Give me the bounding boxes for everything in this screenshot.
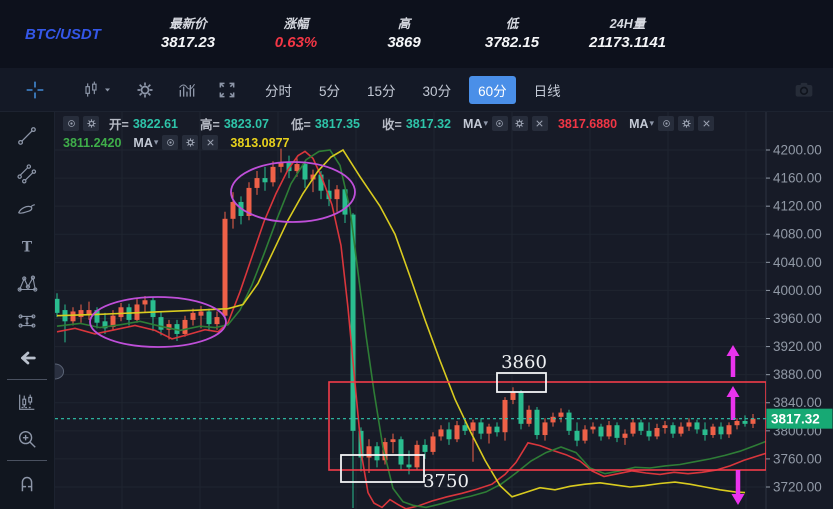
price-axis[interactable]: 4200.00 4160.00 4120.00 4080.00 4040.00 4000.… [766, 143, 833, 495]
eye-icon[interactable] [491, 116, 508, 131]
tool-zoom-in[interactable] [8, 420, 46, 457]
header-stats: 最新价 3817.23 涨幅 0.63% 高 3869 低 3782.15 24H量 21173.… [157, 16, 666, 53]
candlestick-chart[interactable]: 3860 3750 4200.00 4160.00 4120.00 4080.00 4040… [55, 112, 833, 509]
interval-tabs: 分时 5分 15分 30分 60分 日线 [256, 75, 570, 104]
sidebar-divider [7, 379, 47, 380]
interval-tab-30分[interactable]: 30分 [422, 83, 452, 99]
chart-area[interactable]: 开= 3822.61 高= 3823.07 低= 3817.35 收= 3817.32 … [55, 112, 833, 509]
legend-row-ohlc: 开= 3822.61 高= 3823.07 低= 3817.35 收= 3817.32 … [63, 114, 715, 133]
eye-icon[interactable] [658, 116, 675, 131]
price-tick-label: 3720.00 [773, 479, 822, 494]
stat-low: 低 3782.15 [484, 16, 540, 51]
drawing-tools-sidebar: T [0, 112, 55, 509]
high-label: 高= [200, 118, 220, 132]
close-icon[interactable] [531, 116, 548, 131]
gear-icon[interactable] [678, 116, 695, 131]
grid-lines [55, 112, 767, 509]
camera-icon[interactable] [791, 77, 817, 103]
candlestick-series [55, 148, 756, 509]
price-tick-label: 3880.00 [773, 367, 822, 382]
price-tick-label: 4040.00 [773, 255, 822, 270]
white-box-annotation [340, 454, 425, 483]
open-value: 3822.61 [132, 116, 178, 131]
eye-icon[interactable] [162, 135, 179, 150]
annotation-label: 3860 [501, 352, 547, 373]
close-icon[interactable] [698, 116, 715, 131]
fullscreen-icon[interactable] [214, 77, 240, 103]
tool-xabcd-pattern[interactable] [8, 265, 46, 302]
price-tick-label: 4000.00 [773, 283, 822, 298]
close-label: 收= [382, 118, 402, 132]
close-value: 3817.32 [405, 116, 451, 131]
interval-tab-15分[interactable]: 15分 [367, 83, 396, 99]
ma-fast-red [56, 150, 766, 509]
interval-tab-日线[interactable]: 日线 [533, 83, 561, 99]
price-tick-label: 3760.00 [773, 451, 822, 466]
ma-green-value: 3811.2420 [63, 135, 122, 150]
gear-icon[interactable] [83, 116, 99, 131]
ma-yellow-value: 3813.0877 [230, 135, 290, 150]
close-icon[interactable] [202, 135, 219, 150]
annotation-label: 3750 [423, 471, 469, 492]
price-tick-label: 3840.00 [773, 395, 822, 410]
open-label: 开= [109, 118, 129, 132]
indicator-chart-icon[interactable] [174, 77, 200, 103]
low-label: 低= [291, 118, 311, 132]
ma-red-value: 3817.6880 [557, 116, 618, 131]
ma-slow-yellow [56, 148, 746, 498]
eye-icon[interactable] [63, 116, 79, 131]
red-box-annotation [328, 381, 766, 471]
ma-lines [56, 148, 766, 509]
tool-indicator-panel[interactable] [8, 383, 46, 420]
panel-collapse-handle[interactable] [55, 363, 65, 380]
price-tick-label: 4080.00 [773, 227, 822, 242]
tool-trend-line[interactable] [8, 117, 46, 154]
tool-brush[interactable] [8, 191, 46, 228]
stat-change-pct: 涨幅 0.63% [274, 16, 318, 51]
tool-channel-lines[interactable] [8, 154, 46, 191]
tool-magnet[interactable] [8, 464, 46, 501]
tool-projection-lines[interactable] [8, 302, 46, 339]
chart-legend: 开= 3822.61 高= 3823.07 低= 3817.35 收= 3817.32 … [63, 114, 715, 152]
ma-dropdown[interactable]: MA ▾ [629, 116, 655, 131]
low-value: 3817.35 [314, 116, 360, 131]
drawing-annotations[interactable]: 3860 3750 [89, 161, 766, 505]
caret-down-icon[interactable] [102, 77, 116, 103]
gear-icon[interactable] [182, 135, 199, 150]
white-box-annotation [496, 372, 547, 393]
ellipse-annotation [89, 296, 227, 348]
high-value: 3823.07 [223, 116, 269, 131]
interval-tab-5分[interactable]: 5分 [319, 83, 341, 99]
stat-last-price: 最新价 3817.23 [160, 16, 216, 51]
ma-dropdown[interactable]: MA ▾ [463, 116, 488, 131]
header-bar: BTC/USDT 最新价 3817.23 涨幅 0.63% 高 3869 低 3782.15 2… [0, 0, 833, 68]
legend-row-ma: 3811.2420 MA ▾ 3813.0877 [63, 133, 714, 152]
interval-tab-分时[interactable]: 分时 [265, 83, 292, 99]
pair-symbol: BTC/USDT [25, 25, 101, 43]
crosshair-icon[interactable] [22, 77, 48, 103]
chart-toolbar: 分时 5分 15分 30分 60分 日线 [0, 68, 833, 112]
tool-text-tool[interactable]: T [8, 228, 46, 265]
ma-dropdown[interactable]: MA ▾ [133, 135, 159, 150]
svg-text:T: T [22, 239, 33, 255]
ellipse-annotation [230, 161, 356, 223]
tool-back-arrow[interactable] [8, 339, 46, 376]
interval-tab-60分[interactable]: 60分 [469, 75, 516, 104]
price-tick-label: 3920.00 [773, 339, 822, 354]
last-price-badge [766, 408, 833, 429]
sidebar-divider [7, 460, 47, 461]
candle-style-icon[interactable] [78, 77, 104, 103]
gear-icon[interactable] [132, 77, 158, 103]
price-tick-label: 4160.00 [773, 171, 822, 186]
ma-mid-green [56, 149, 766, 509]
price-tick-label: 4120.00 [773, 199, 822, 214]
stat-volume-24h: 24H量 21173.1141 [589, 16, 667, 51]
gear-icon[interactable] [511, 116, 528, 131]
price-tick-label: 4200.00 [773, 143, 822, 158]
last-price-badge-text: 3817.32 [771, 411, 820, 426]
price-tick-label: 3960.00 [773, 311, 822, 326]
stat-high: 高 3869 [387, 16, 421, 51]
